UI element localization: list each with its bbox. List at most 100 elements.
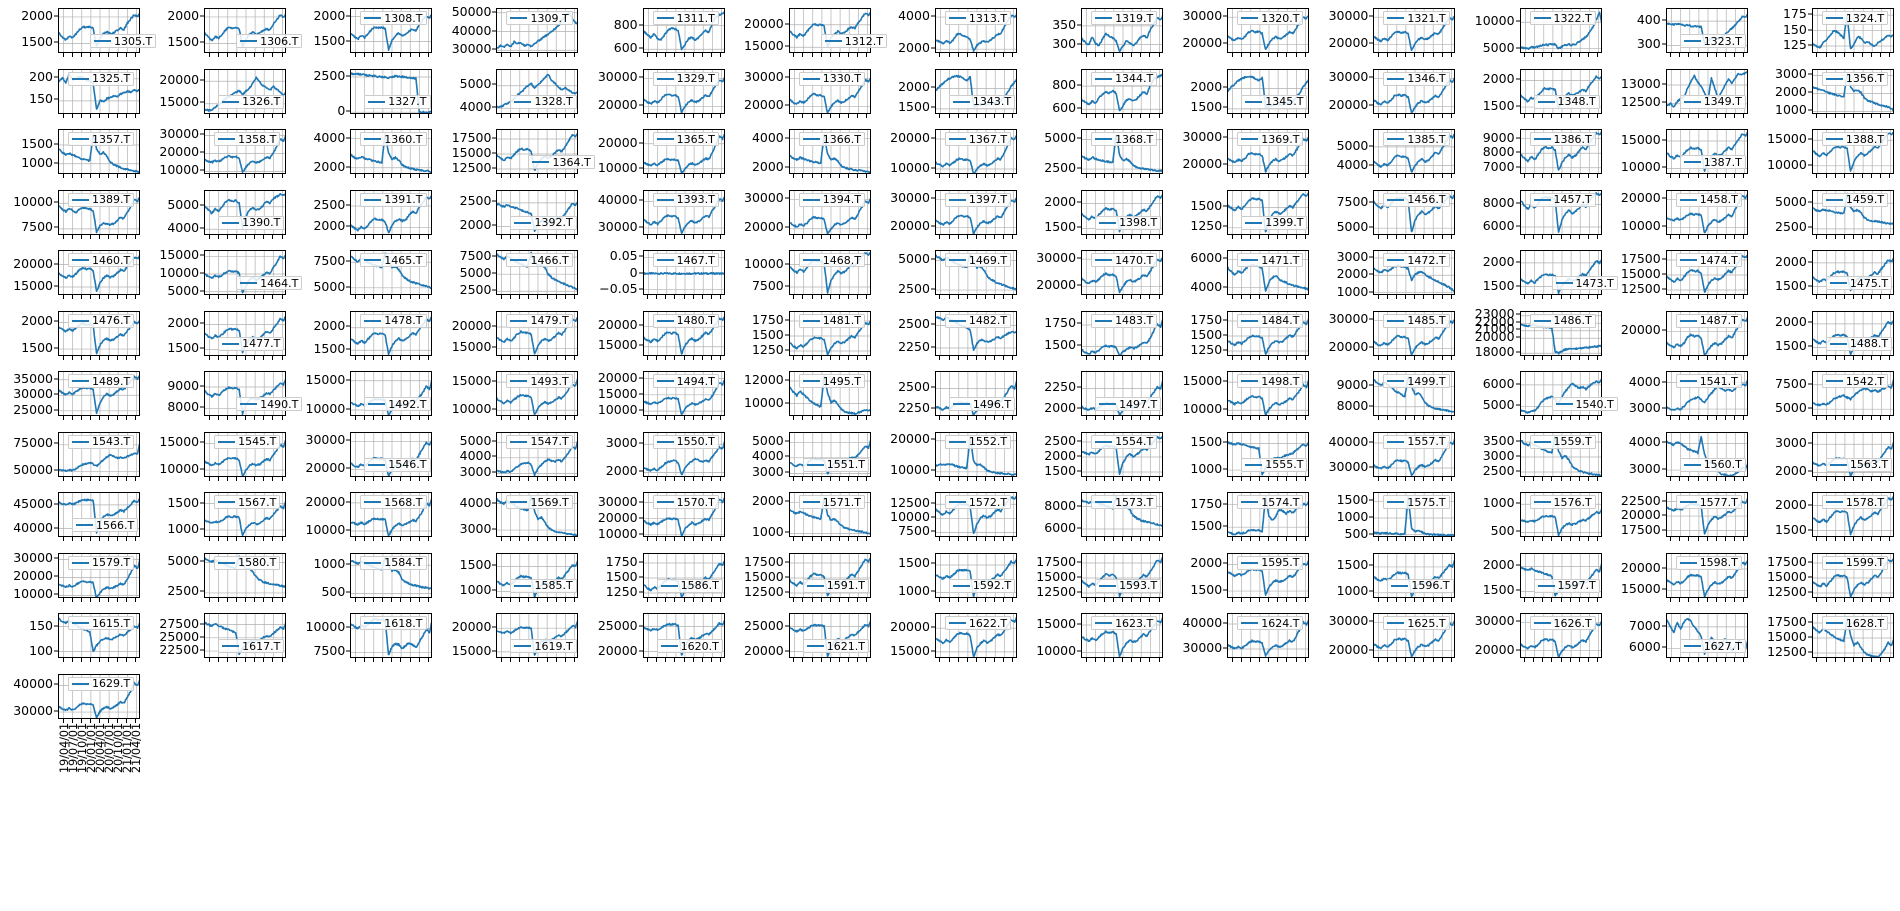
x-tick-mark	[1524, 295, 1526, 299]
series-line	[205, 439, 286, 476]
x-tick-mark	[683, 53, 685, 57]
y-axis-ticks: 20000 30000	[585, 67, 643, 128]
legend-label: 1367.T	[968, 132, 1008, 146]
x-tick-mark	[1304, 113, 1306, 118]
x-tick-mark	[829, 476, 831, 481]
x-tick-mark	[236, 295, 238, 299]
legend-line-swatch	[240, 282, 258, 284]
x-tick-mark	[1724, 416, 1726, 420]
y-tick-label: 5000	[898, 251, 930, 267]
subplot-panel: 1500 2000 2500 1554.T	[1023, 430, 1169, 491]
legend: 1459.T	[1821, 192, 1889, 207]
subplot-panel: 4000 6000 1471.T	[1169, 248, 1315, 309]
x-axis-tick-marks	[935, 476, 1017, 482]
x-tick-mark	[537, 174, 539, 178]
subplot-panel: 1500 2000 1473.T	[1462, 248, 1618, 309]
subplot-panel: 1500 2000 1343.T	[877, 67, 1023, 128]
x-tick-mark	[427, 355, 429, 360]
x-tick-mark	[391, 597, 393, 602]
legend-label: 1627.T	[1703, 639, 1742, 653]
x-tick-mark	[418, 476, 420, 481]
legend: 1356.T	[1821, 71, 1889, 86]
x-tick-mark	[966, 658, 968, 662]
x-axis-tick-marks	[350, 597, 432, 603]
x-tick-mark	[528, 476, 530, 481]
subplot-panel: 40000 45000 1566.T	[0, 490, 146, 551]
x-axis-tick-marks	[496, 416, 578, 421]
series-line	[1812, 557, 1893, 597]
x-tick-mark	[1843, 537, 1845, 541]
y-tick-label: 2500	[898, 315, 930, 331]
x-tick-mark	[564, 234, 566, 239]
legend: 1573.T	[1091, 495, 1158, 509]
x-tick-mark	[1871, 597, 1873, 602]
x-tick-mark	[1259, 597, 1261, 602]
x-tick-mark	[1304, 597, 1306, 602]
x-tick-mark	[1843, 416, 1845, 420]
x-tick-mark	[354, 476, 356, 481]
x-tick-mark	[117, 113, 119, 118]
y-axis-ticks: 2500 5000	[1023, 127, 1082, 188]
x-tick-mark	[847, 476, 849, 481]
x-tick-mark	[1277, 597, 1279, 602]
subplot-panel: 1500 2000 1475.T	[1754, 248, 1900, 309]
x-tick-mark	[519, 355, 521, 360]
series-line	[1666, 379, 1747, 411]
y-tick-label: 5000	[1775, 399, 1807, 415]
y-tick-label: 17500	[1620, 250, 1661, 266]
x-tick-mark	[217, 295, 219, 299]
x-tick-mark	[1112, 416, 1114, 420]
x-tick-mark	[1560, 658, 1562, 662]
x-tick-mark	[710, 355, 712, 360]
x-tick-mark	[226, 174, 228, 178]
x-tick-mark	[683, 476, 685, 481]
x-tick-mark	[263, 537, 265, 541]
x-tick-mark	[966, 476, 968, 481]
legend-line-swatch	[218, 440, 236, 443]
series-line	[789, 319, 870, 355]
legend: 1349.T	[1679, 94, 1746, 109]
x-tick-mark	[99, 476, 100, 481]
x-axis-tick-marks	[1520, 113, 1602, 119]
legend-line-swatch	[1095, 622, 1113, 624]
legend-line-swatch	[514, 100, 532, 103]
legend: 1457.T	[1529, 192, 1596, 207]
x-tick-mark	[135, 174, 137, 178]
x-tick-mark	[1387, 355, 1389, 360]
x-tick-mark	[510, 295, 512, 299]
legend-line-swatch	[1825, 380, 1843, 382]
x-tick-mark	[793, 113, 795, 118]
y-tick-label: 15000	[1036, 568, 1077, 584]
x-tick-mark	[1259, 295, 1261, 299]
legend: 1311.T	[652, 11, 719, 25]
subplot-panel: 10000 15000 1387.T	[1608, 127, 1754, 188]
legend: 1319.T	[1091, 11, 1158, 25]
x-tick-mark	[857, 234, 859, 239]
x-tick-mark	[1432, 174, 1434, 178]
x-tick-mark	[1715, 113, 1717, 118]
x-tick-mark	[1249, 295, 1251, 299]
x-tick-mark	[1578, 53, 1580, 57]
x-tick-mark	[1396, 234, 1398, 239]
legend-label: 1476.T	[92, 314, 131, 327]
legend-label: 1585.T	[534, 579, 573, 592]
series-line	[1082, 318, 1163, 355]
legend: 1620.T	[656, 639, 723, 653]
x-tick-mark	[573, 537, 575, 541]
x-tick-mark	[99, 53, 100, 57]
x-axis-tick-marks	[204, 174, 286, 179]
x-axis-tick-marks	[1227, 355, 1309, 361]
x-axis-tick-marks	[1081, 416, 1163, 421]
x-tick-mark	[363, 234, 365, 239]
x-tick-mark	[135, 476, 137, 481]
x-tick-mark	[1524, 476, 1526, 481]
x-tick-mark	[363, 658, 365, 662]
legend: 1617.T	[218, 639, 285, 653]
x-tick-mark	[80, 113, 82, 118]
x-tick-mark	[1003, 416, 1005, 420]
x-tick-mark	[226, 234, 228, 239]
y-axis-ticks: 30000 40000	[1315, 430, 1374, 491]
legend-line-swatch	[1387, 77, 1405, 80]
subplot-panel: 3000 4000 5000 1551.T	[731, 430, 877, 491]
x-tick-mark	[226, 476, 228, 481]
